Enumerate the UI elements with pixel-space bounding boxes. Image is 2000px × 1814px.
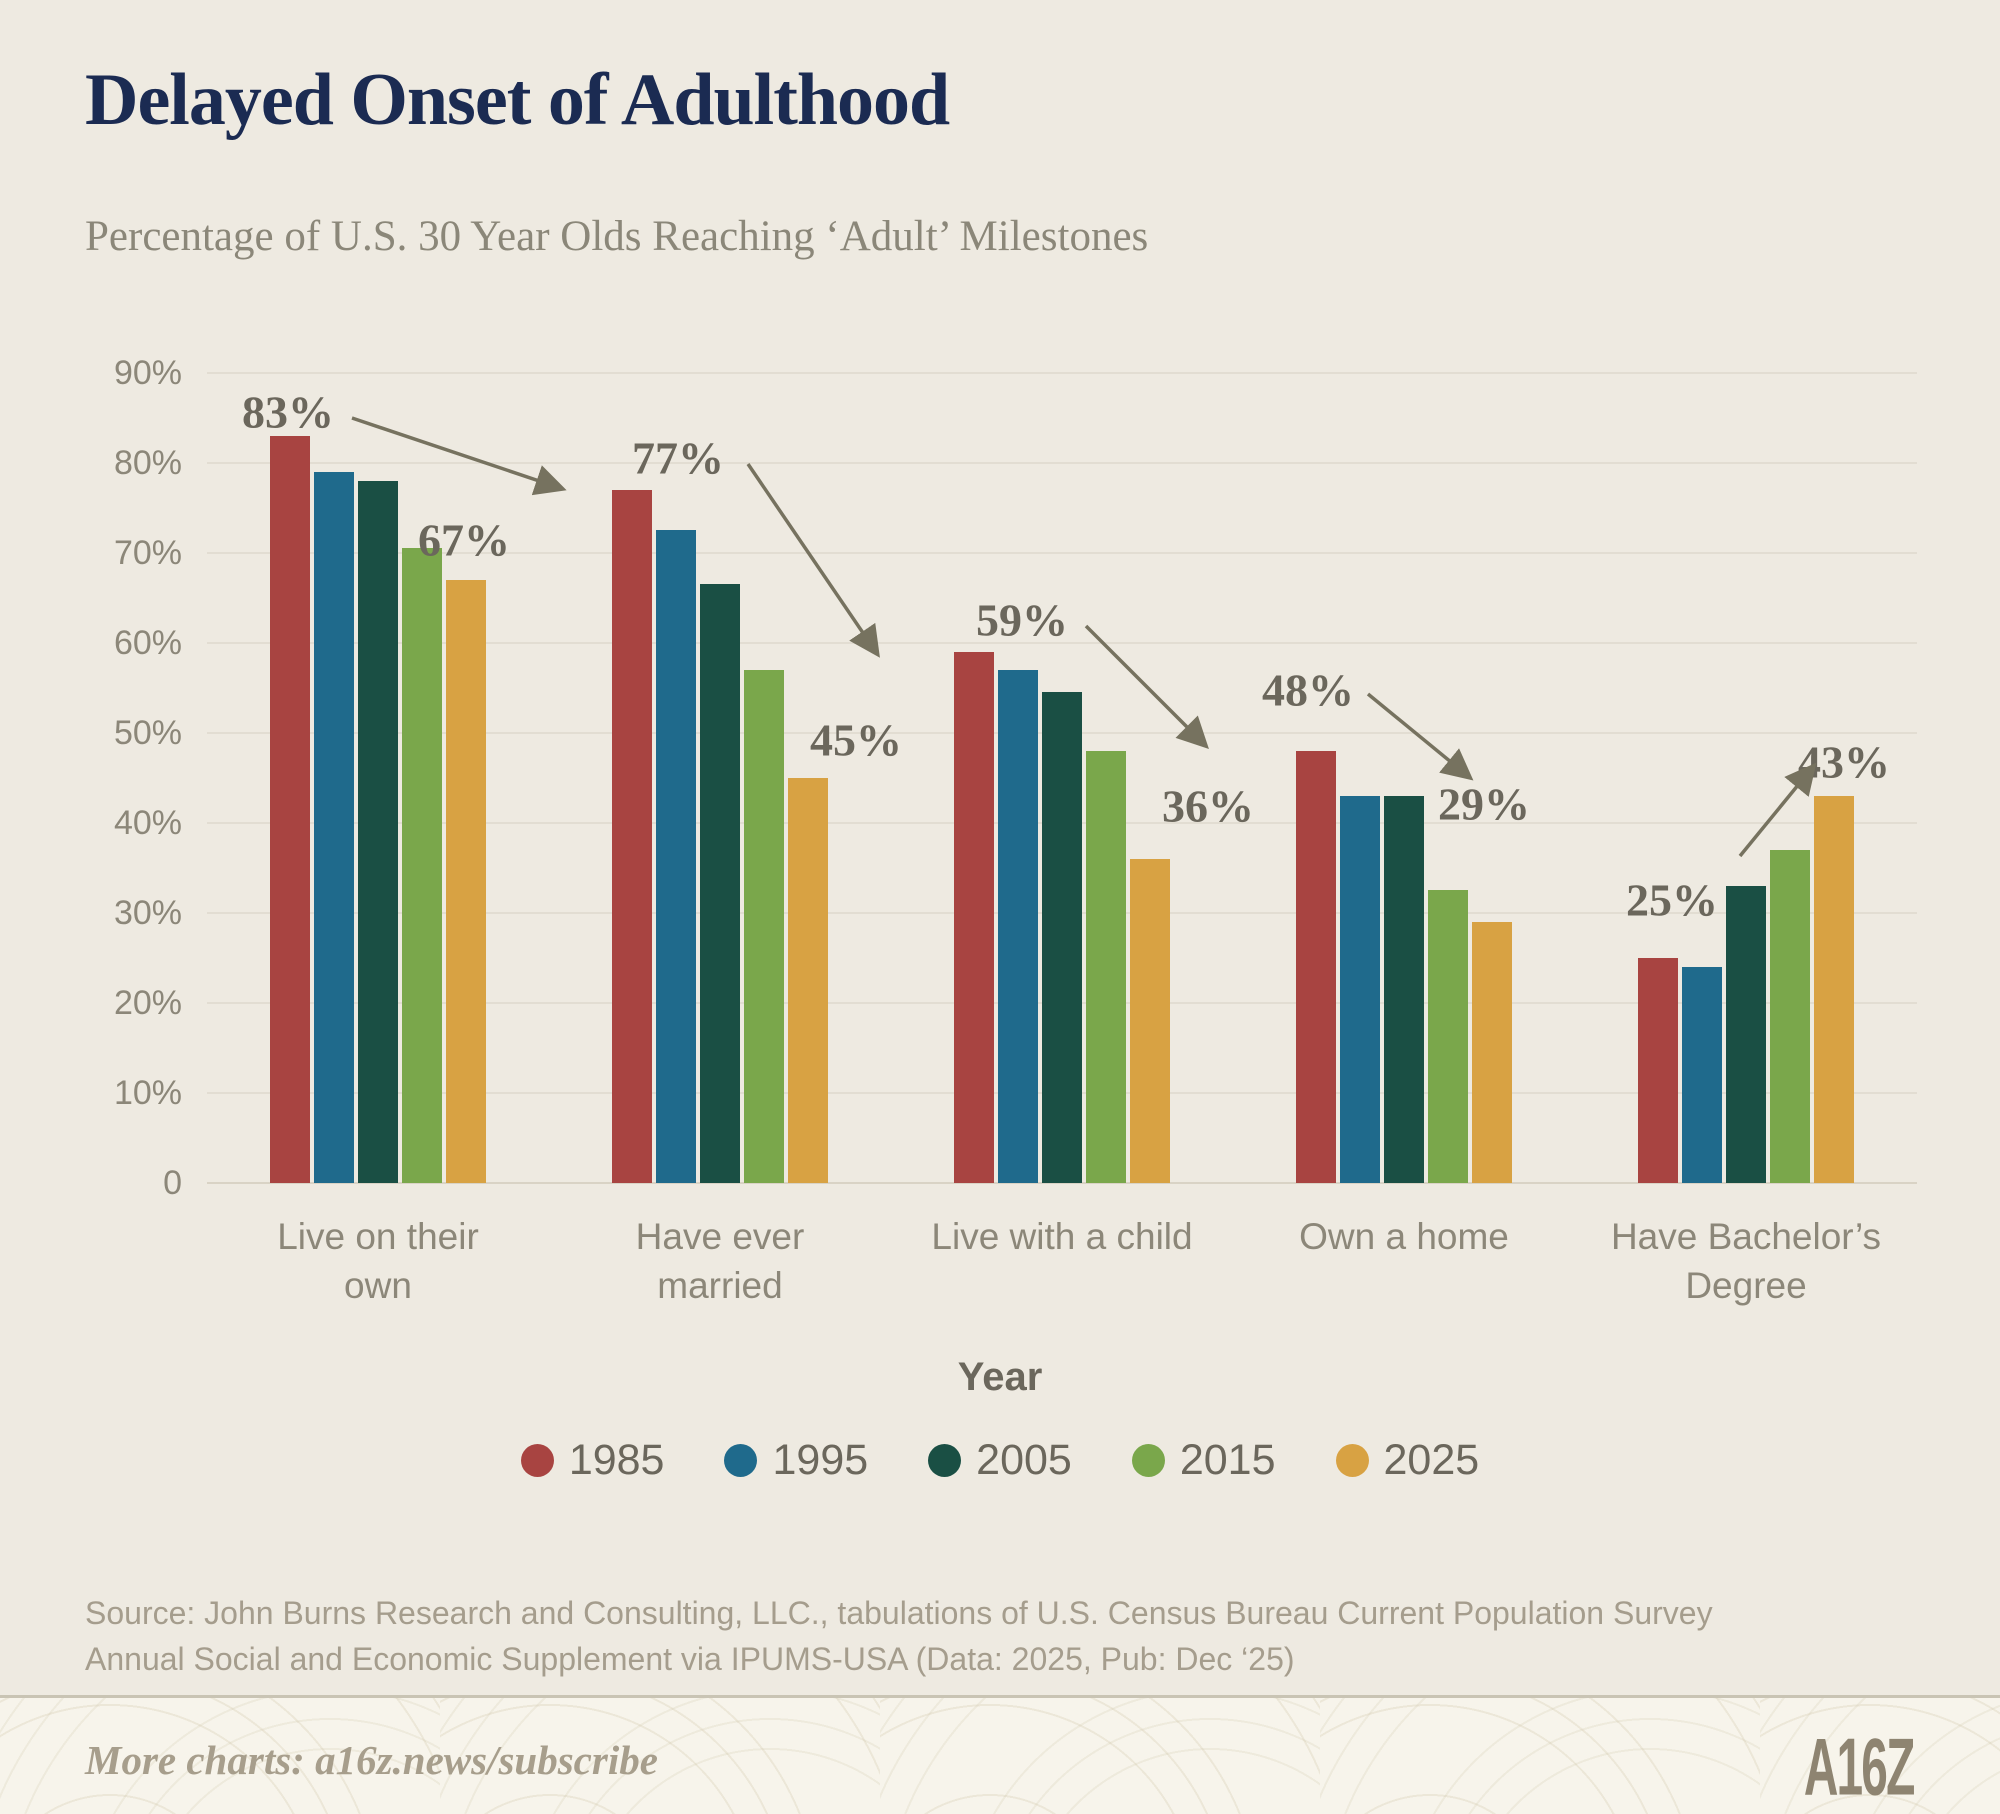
bar-2005-Have Bachelor’s Degree (1726, 886, 1766, 1183)
page-subtitle: Percentage of U.S. 30 Year Olds Reaching… (85, 213, 1149, 260)
bar-1995-Live with a child (998, 670, 1038, 1183)
footer-promo: More charts: a16z.news/subscribe (85, 1737, 658, 1783)
bar-2025-Own a home (1472, 922, 1512, 1183)
bar-1995-Live on their own (314, 472, 354, 1183)
y-tick-label: 40% (113, 804, 182, 842)
chart-legend: 1985 1995 2005 2015 2025 (0, 1436, 2000, 1485)
gridline-70 (207, 552, 1917, 554)
x-category-label-line: Have Bachelor’s (1610, 1216, 1882, 1257)
source-line-1: Source: John Burns Research and Consulti… (85, 1595, 1713, 1631)
y-tick-label: 80% (113, 444, 182, 482)
legend-item-2025: 2025 (1335, 1436, 1480, 1485)
bar-2005-Live on their own (358, 481, 398, 1183)
x-category-label-line: Degree (1685, 1265, 1807, 1306)
bar-2015-Have ever married (744, 670, 784, 1183)
legend-label: 2025 (1383, 1436, 1480, 1484)
y-tick-label: 20% (113, 984, 182, 1022)
annotation-start-label: 25% (1626, 874, 1718, 926)
y-tick-label: 90% (113, 354, 182, 392)
gridline-90 (207, 372, 1917, 374)
bar-1985-Have Bachelor’s Degree (1638, 958, 1678, 1183)
bar-1985-Have ever married (612, 490, 652, 1183)
bar-1995-Have ever married (656, 530, 696, 1183)
annotation-start-label: 48% (1262, 664, 1354, 716)
y-tick-label: 30% (113, 894, 182, 932)
y-tick-label: 70% (113, 534, 182, 572)
legend-item-1995: 1995 (724, 1436, 868, 1485)
a16z-logo: A16Z (1802, 1714, 1952, 1813)
source-line-2: Annual Social and Economic Supplement vi… (85, 1641, 1295, 1678)
gridline-60 (207, 642, 1917, 644)
annotation-end-label: 29% (1438, 778, 1530, 830)
bar-1985-Own a home (1296, 751, 1336, 1183)
x-category-label: Live with a child (892, 1212, 1232, 1261)
footer-bar: More charts: a16z.news/subscribe A16Z (0, 1695, 2000, 1814)
legend-item-2005: 2005 (928, 1436, 1072, 1485)
x-category-label: Have ever married (550, 1212, 890, 1310)
legend-label: 1995 (772, 1436, 869, 1484)
bar-1985-Live with a child (954, 652, 994, 1183)
trend-arrow-down (746, 463, 880, 658)
bar-2025-Live on their own (446, 580, 486, 1183)
trend-arrow-down (1366, 692, 1474, 781)
bar-2025-Live with a child (1130, 859, 1170, 1183)
legend-item-2015: 2015 (1131, 1436, 1276, 1485)
bar-2005-Own a home (1384, 796, 1424, 1183)
x-category-label-line: own (344, 1265, 412, 1306)
page-title: Delayed Onset of Adulthood (85, 59, 950, 141)
annotation-end-label: 67% (418, 514, 510, 566)
gridline-0 (207, 1182, 1917, 1184)
bar-2005-Live with a child (1042, 692, 1082, 1183)
x-axis-title: Year (957, 1355, 1043, 1399)
bar-2015-Live on their own (402, 548, 442, 1183)
bar-2025-Have Bachelor’s Degree (1814, 796, 1854, 1183)
legend-dot-icon (1131, 1444, 1165, 1477)
annotation-start-label: 59% (976, 594, 1068, 646)
annotation-start-label: 77% (632, 432, 724, 484)
x-category-label-line: Live on their (277, 1216, 479, 1257)
legend-dot-icon (928, 1444, 962, 1477)
legend-dot-icon (724, 1444, 758, 1477)
x-category-label: Live on their own (208, 1212, 548, 1310)
source-note: Source: John Burns Research and Consulti… (85, 1590, 1713, 1683)
legend-label: 1985 (568, 1436, 665, 1484)
y-tick-label: 0 (163, 1164, 182, 1202)
bar-2015-Own a home (1428, 890, 1468, 1183)
a16z-logo-text: A16Z (1804, 1723, 1914, 1802)
legend-label: 2015 (1179, 1436, 1276, 1484)
annotation-end-label: 45% (810, 714, 902, 766)
legend-label: 2005 (976, 1436, 1072, 1484)
x-category-label-line: married (657, 1265, 783, 1306)
bar-2025-Have ever married (788, 778, 828, 1183)
bar-1985-Live on their own (270, 436, 310, 1183)
x-category-label-line: Have ever (635, 1216, 805, 1257)
y-tick-label: 10% (113, 1074, 182, 1112)
legend-dot-icon (520, 1444, 554, 1477)
x-category-label: Own a home (1234, 1212, 1574, 1261)
x-category-label-line: Live with a child (931, 1216, 1193, 1257)
x-category-label-line: Own a home (1299, 1216, 1509, 1257)
annotation-end-label: 36% (1162, 780, 1254, 832)
legend-item-1985: 1985 (520, 1436, 665, 1485)
annotation-start-label: 83% (242, 386, 334, 438)
y-tick-label: 60% (113, 624, 182, 662)
bar-1995-Have Bachelor’s Degree (1682, 967, 1722, 1183)
bar-2005-Have ever married (700, 584, 740, 1183)
bar-2015-Live with a child (1086, 751, 1126, 1183)
bar-1995-Own a home (1340, 796, 1380, 1183)
gridline-80 (207, 462, 1917, 464)
legend-dot-icon (1335, 1444, 1369, 1477)
bar-2015-Have Bachelor’s Degree (1770, 850, 1810, 1183)
trend-arrow-down (351, 416, 567, 496)
x-category-label: Have Bachelor’s Degree (1576, 1212, 1916, 1310)
annotation-end-label: 43% (1798, 736, 1890, 788)
y-tick-label: 50% (113, 714, 182, 752)
